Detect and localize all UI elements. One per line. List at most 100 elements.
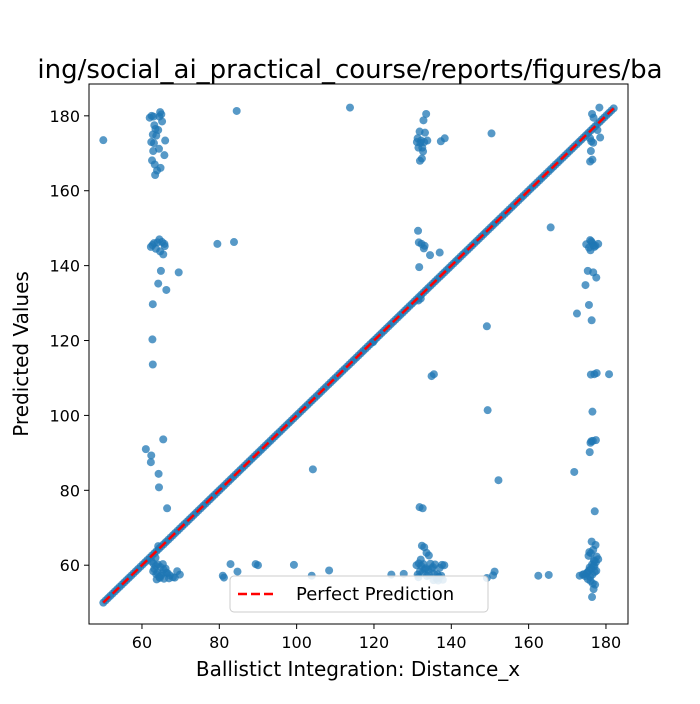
data-point	[490, 567, 499, 576]
data-point	[174, 268, 183, 277]
data-point	[154, 483, 163, 492]
data-point	[141, 445, 150, 454]
data-point	[586, 157, 595, 166]
data-point	[424, 551, 433, 560]
data-point	[588, 593, 597, 602]
y-tick-label: 180	[49, 107, 80, 126]
data-point	[162, 285, 171, 294]
data-point	[158, 117, 167, 126]
data-point	[156, 108, 165, 117]
data-point	[420, 565, 429, 574]
data-point	[229, 238, 238, 247]
data-point	[415, 263, 424, 272]
data-point	[154, 144, 163, 153]
data-point	[156, 163, 165, 172]
data-point	[587, 316, 596, 325]
data-point	[99, 136, 108, 145]
data-point	[308, 465, 317, 474]
y-tick-label: 120	[49, 332, 80, 351]
y-tick-label: 140	[49, 257, 80, 276]
data-point	[440, 561, 449, 570]
y-tick-label: 80	[60, 481, 80, 500]
data-point	[173, 567, 182, 576]
data-point	[426, 251, 435, 260]
data-point	[585, 548, 594, 557]
data-point	[482, 322, 491, 331]
data-point	[596, 133, 605, 142]
data-point	[590, 507, 599, 516]
x-tick-label: 100	[281, 633, 312, 652]
data-point	[592, 273, 601, 282]
data-point	[589, 556, 598, 565]
data-point	[149, 139, 158, 148]
data-point	[289, 560, 298, 569]
data-point	[605, 370, 614, 379]
data-point	[168, 573, 177, 582]
y-ticks: 60 80 100 120 140 160 180	[49, 107, 89, 575]
data-point	[156, 266, 165, 275]
data-point	[586, 370, 595, 379]
data-point	[232, 106, 241, 115]
data-point	[160, 242, 169, 251]
data-point	[435, 248, 444, 257]
data-point	[146, 458, 155, 467]
y-tick-label: 160	[49, 182, 80, 201]
data-point	[534, 571, 543, 580]
data-point	[160, 151, 169, 160]
data-point	[588, 407, 597, 416]
data-point	[494, 476, 503, 485]
x-tick-label: 60	[132, 633, 152, 652]
x-ticks: 60 80 100 120 140 160 180	[132, 624, 621, 652]
y-tick-label: 60	[60, 556, 80, 575]
data-point	[219, 573, 228, 582]
data-point	[415, 156, 424, 165]
legend-label: Perfect Prediction	[296, 584, 454, 605]
data-point	[325, 566, 334, 575]
data-point	[150, 160, 159, 169]
data-point	[592, 566, 601, 575]
data-point	[585, 448, 594, 457]
x-tick-label: 140	[436, 633, 467, 652]
data-point	[154, 469, 163, 478]
data-point	[148, 360, 157, 369]
data-point	[427, 372, 436, 381]
data-point	[226, 560, 235, 569]
data-point	[154, 126, 163, 135]
data-point	[581, 281, 590, 290]
data-point	[483, 406, 492, 415]
data-point	[414, 226, 423, 235]
data-point	[595, 103, 604, 112]
legend-box	[229, 575, 489, 613]
data-point	[148, 300, 157, 309]
data-point	[584, 300, 593, 309]
data-point	[587, 137, 596, 146]
data-point	[487, 129, 496, 138]
data-point	[161, 136, 170, 145]
data-point	[163, 504, 172, 513]
data-point	[149, 112, 158, 121]
perfect-prediction-line	[102, 107, 615, 604]
data-point	[416, 555, 425, 564]
x-tick-label: 120	[359, 633, 390, 652]
data-point	[345, 103, 354, 112]
data-point	[213, 239, 222, 248]
data-point	[158, 560, 167, 569]
data-point	[159, 250, 168, 259]
y-tick-label: 100	[49, 406, 80, 425]
data-point	[418, 504, 427, 513]
x-tick-label: 80	[209, 633, 229, 652]
data-point	[570, 467, 579, 476]
reference-line-layer	[102, 107, 615, 604]
data-point	[253, 561, 262, 570]
data-point	[147, 451, 156, 460]
data-point	[589, 585, 598, 594]
x-tick-label: 180	[591, 633, 622, 652]
legend: Perfect Prediction	[229, 575, 489, 613]
data-point	[419, 116, 428, 125]
data-point	[233, 567, 242, 576]
data-point	[148, 335, 157, 344]
data-point	[154, 279, 163, 288]
data-point	[586, 147, 595, 156]
